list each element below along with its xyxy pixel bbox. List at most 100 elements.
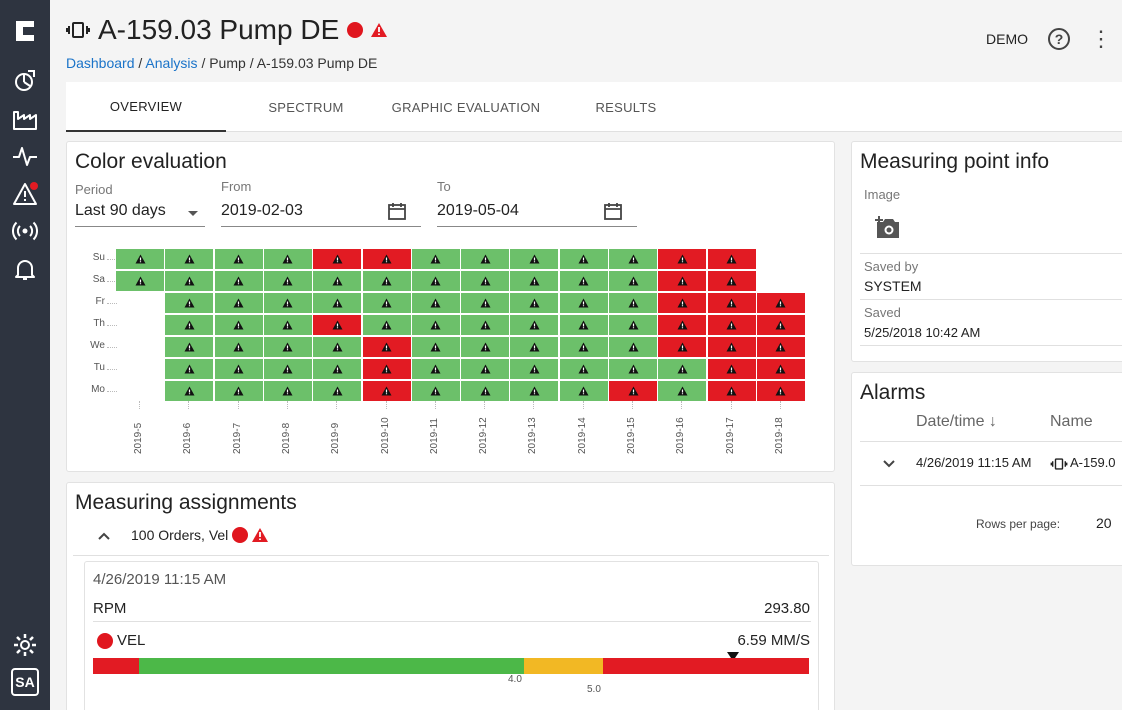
heatmap-cell[interactable]	[165, 337, 214, 357]
heatmap-cell[interactable]	[313, 359, 362, 379]
heatmap-cell[interactable]	[411, 337, 460, 357]
heatmap-cell[interactable]	[461, 359, 510, 379]
heatmap-cell[interactable]	[510, 315, 559, 335]
settings-gear-icon[interactable]	[10, 630, 40, 660]
heatmap-cell[interactable]	[510, 381, 559, 401]
heatmap-cell[interactable]	[609, 337, 657, 357]
heatmap-cell[interactable]	[707, 271, 756, 291]
heatmap-cell[interactable]	[658, 337, 707, 357]
heatmap-cell[interactable]	[461, 381, 510, 401]
col-header-name[interactable]: Name	[1050, 413, 1093, 430]
heatmap-cell[interactable]	[362, 381, 411, 401]
from-date-input[interactable]: 2019-02-03	[221, 202, 303, 219]
more-vert-icon[interactable]: ⋮	[1090, 26, 1112, 51]
heatmap-cell[interactable]	[707, 359, 756, 379]
heatmap-cell[interactable]	[116, 249, 164, 269]
notification-bell-icon[interactable]	[10, 254, 40, 284]
heatmap-cell[interactable]	[411, 293, 460, 313]
heatmap-cell[interactable]	[263, 293, 312, 313]
heatmap-cell[interactable]	[263, 249, 312, 269]
heatmap-cell[interactable]	[165, 293, 214, 313]
demo-label[interactable]: DEMO	[986, 31, 1028, 47]
heatmap-cell[interactable]	[559, 359, 608, 379]
alarm-name[interactable]: A-159.0	[1070, 455, 1116, 470]
heatmap-cell[interactable]	[461, 337, 510, 357]
heatmap-cell[interactable]	[411, 271, 460, 291]
analytics-chart-icon[interactable]	[10, 66, 40, 96]
heatmap-cell[interactable]	[461, 271, 510, 291]
chevron-down-icon[interactable]	[188, 211, 198, 216]
heatmap-cell[interactable]	[609, 315, 657, 335]
heatmap-cell[interactable]	[165, 271, 214, 291]
heatmap-cell[interactable]	[313, 293, 362, 313]
heatmap-cell[interactable]	[313, 337, 362, 357]
heatmap-cell[interactable]	[510, 271, 559, 291]
heatmap-cell[interactable]	[313, 271, 362, 291]
heatmap-cell[interactable]	[362, 249, 411, 269]
add-photo-icon[interactable]	[874, 216, 900, 240]
heatmap-cell[interactable]	[559, 271, 608, 291]
heatmap-cell[interactable]	[658, 293, 707, 313]
heatmap-cell[interactable]	[461, 249, 510, 269]
heatmap-cell[interactable]	[165, 381, 214, 401]
heatmap-cell[interactable]	[559, 249, 608, 269]
heatmap-cell[interactable]	[263, 271, 312, 291]
heatmap-cell[interactable]	[658, 359, 707, 379]
heatmap-cell[interactable]	[214, 271, 263, 291]
heatmap-cell[interactable]	[658, 249, 707, 269]
heatmap-cell[interactable]	[263, 315, 312, 335]
heatmap-cell[interactable]	[411, 315, 460, 335]
heatmap-cell[interactable]	[658, 315, 707, 335]
heatmap-cell[interactable]	[313, 381, 362, 401]
heatmap-cell[interactable]	[165, 249, 214, 269]
app-logo-icon[interactable]	[10, 16, 40, 46]
chevron-down-icon[interactable]	[882, 459, 896, 469]
user-avatar-badge[interactable]: SA	[11, 668, 39, 696]
help-icon[interactable]: ?	[1048, 28, 1070, 50]
tab-overview[interactable]: OVERVIEW	[66, 82, 226, 132]
heatmap-cell[interactable]	[510, 359, 559, 379]
heatmap-cell[interactable]	[362, 337, 411, 357]
heatmap-cell[interactable]	[707, 337, 756, 357]
heatmap-cell[interactable]	[756, 381, 805, 401]
heatmap-cell[interactable]	[559, 337, 608, 357]
heatmap-cell[interactable]	[313, 315, 362, 335]
heatmap-cell[interactable]	[609, 249, 657, 269]
heatmap-cell[interactable]	[658, 271, 707, 291]
heatmap-cell[interactable]	[707, 381, 756, 401]
heatmap-cell[interactable]	[214, 359, 263, 379]
heatmap-cell[interactable]	[411, 381, 460, 401]
factory-icon[interactable]	[10, 104, 40, 134]
heatmap-cell[interactable]	[559, 315, 608, 335]
tab-results[interactable]: RESULTS	[595, 99, 657, 115]
heatmap-cell[interactable]	[362, 293, 411, 313]
heatmap-cell[interactable]	[510, 337, 559, 357]
heatmap-cell[interactable]	[609, 381, 657, 401]
heatmap-cell[interactable]	[707, 315, 756, 335]
heatmap-cell[interactable]	[411, 249, 460, 269]
heatmap-cell[interactable]	[362, 359, 411, 379]
assignment-group-row[interactable]: 100 Orders, Vel	[131, 527, 269, 543]
chevron-up-icon[interactable]	[97, 531, 111, 541]
heatmap-cell[interactable]	[214, 249, 263, 269]
calendar-icon[interactable]	[387, 201, 407, 221]
heatmap-cell[interactable]	[214, 381, 263, 401]
heatmap-cell[interactable]	[461, 315, 510, 335]
period-select[interactable]: Last 90 days	[75, 202, 166, 219]
heatmap-cell[interactable]	[214, 315, 263, 335]
heatmap-cell[interactable]	[559, 293, 608, 313]
heatmap-cell[interactable]	[165, 315, 214, 335]
to-date-input[interactable]: 2019-05-04	[437, 202, 519, 219]
tab-graphic-evaluation[interactable]: GRAPHIC EVALUATION	[391, 99, 541, 115]
heatmap-cell[interactable]	[609, 293, 657, 313]
breadcrumb-analysis-link[interactable]: Analysis	[145, 55, 198, 71]
breadcrumb-dashboard-link[interactable]: Dashboard	[66, 55, 135, 71]
tab-spectrum[interactable]: SPECTRUM	[268, 99, 344, 115]
heatmap-cell[interactable]	[559, 381, 608, 401]
sort-arrow-icon[interactable]: ↓	[988, 413, 997, 430]
heatmap-cell[interactable]	[263, 337, 312, 357]
heatmap-cell[interactable]	[263, 359, 312, 379]
heatmap-cell[interactable]	[165, 359, 214, 379]
heatmap-cell[interactable]	[214, 337, 263, 357]
wireless-sensor-icon[interactable]	[10, 216, 40, 246]
